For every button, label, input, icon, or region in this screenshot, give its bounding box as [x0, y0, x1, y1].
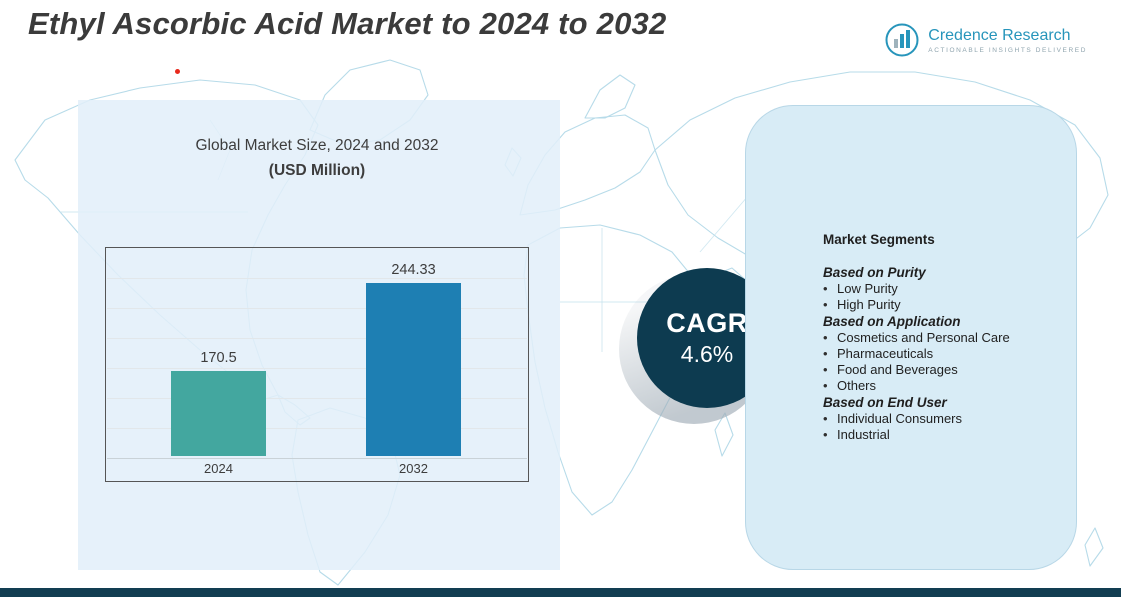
credence-logo-icon: [884, 22, 920, 58]
segment-item: Food and Beverages: [823, 362, 1050, 378]
footer-bar: [0, 588, 1121, 597]
gridline: [107, 428, 527, 429]
segment-item: Cosmetics and Personal Care: [823, 330, 1050, 346]
market-segments-panel: Market Segments Based on Purity Low Puri…: [745, 105, 1077, 570]
baseline: [107, 458, 527, 459]
bullet-marker: [823, 378, 837, 394]
market-size-panel: [78, 100, 560, 570]
segment-heading-application: Based on Application: [823, 314, 961, 329]
segment-list-application: Cosmetics and Personal Care Pharmaceutic…: [823, 330, 1050, 394]
segment-list-enduser: Individual Consumers Industrial: [823, 411, 1050, 443]
bar-value-label: 244.33: [391, 262, 436, 278]
segment-item: High Purity: [823, 297, 1050, 313]
category-label-2024: 2024: [204, 461, 233, 476]
brand-logo: Credence Research ACTIONABLE INSIGHTS DE…: [884, 22, 1087, 58]
segment-heading-purity: Based on Purity: [823, 265, 926, 280]
segment-item: Low Purity: [823, 281, 1050, 297]
bullet-marker: [823, 411, 837, 427]
segment-item: Industrial: [823, 427, 1050, 443]
segment-item-label: Food and Beverages: [837, 362, 958, 377]
category-label-2032: 2032: [399, 461, 428, 476]
cagr-value: 4.6%: [680, 341, 734, 367]
brand-text-block: Credence Research ACTIONABLE INSIGHTS DE…: [928, 27, 1087, 54]
gridline: [107, 308, 527, 309]
segment-heading-enduser: Based on End User: [823, 395, 947, 410]
segment-item-label: High Purity: [837, 297, 901, 312]
gridline: [107, 368, 527, 369]
bullet-marker: [823, 346, 837, 362]
gridline: [107, 398, 527, 399]
segment-item-label: Individual Consumers: [837, 411, 963, 426]
bullet-marker: [823, 330, 837, 346]
gridline: [107, 338, 527, 339]
cagr-label: CAGR: [666, 308, 748, 338]
segment-list-purity: Low Purity High Purity: [823, 281, 1050, 313]
brand-name: Credence Research: [928, 26, 1071, 44]
bullet-marker: [823, 362, 837, 378]
page-title: Ethyl Ascorbic Acid Market to 2024 to 20…: [28, 6, 667, 41]
bar-column-2032: 244.33: [366, 262, 461, 456]
chart-heading-line1: Global Market Size, 2024 and 2032: [195, 137, 439, 154]
chart-heading: Global Market Size, 2024 and 2032 (USD M…: [105, 133, 529, 183]
bar-2032: [366, 283, 461, 456]
segment-item: Individual Consumers: [823, 411, 1050, 427]
segment-item: Pharmaceuticals: [823, 346, 1050, 362]
segment-item-label: Low Purity: [837, 281, 898, 296]
segments-title: Market Segments: [823, 232, 935, 247]
bar-chart: 170.5 244.33 2024 2032: [105, 247, 529, 482]
segment-item-label: Others: [837, 378, 877, 393]
bar-2024: [171, 371, 266, 456]
bar-column-2024: 170.5: [171, 350, 266, 456]
gridline: [107, 278, 527, 279]
bar-value-label: 170.5: [200, 350, 237, 366]
chart-heading-line2: (USD Million): [268, 162, 366, 179]
segment-item: Others: [823, 378, 1050, 394]
segment-item-label: Pharmaceuticals: [837, 346, 934, 361]
segment-item-label: Industrial: [837, 427, 890, 442]
bullet-marker: [823, 427, 837, 443]
map-marker-dot: [175, 69, 180, 74]
segment-item-label: Cosmetics and Personal Care: [837, 330, 1010, 345]
brand-tagline: ACTIONABLE INSIGHTS DELIVERED: [928, 46, 1087, 54]
bullet-marker: [823, 281, 837, 297]
bullet-marker: [823, 297, 837, 313]
